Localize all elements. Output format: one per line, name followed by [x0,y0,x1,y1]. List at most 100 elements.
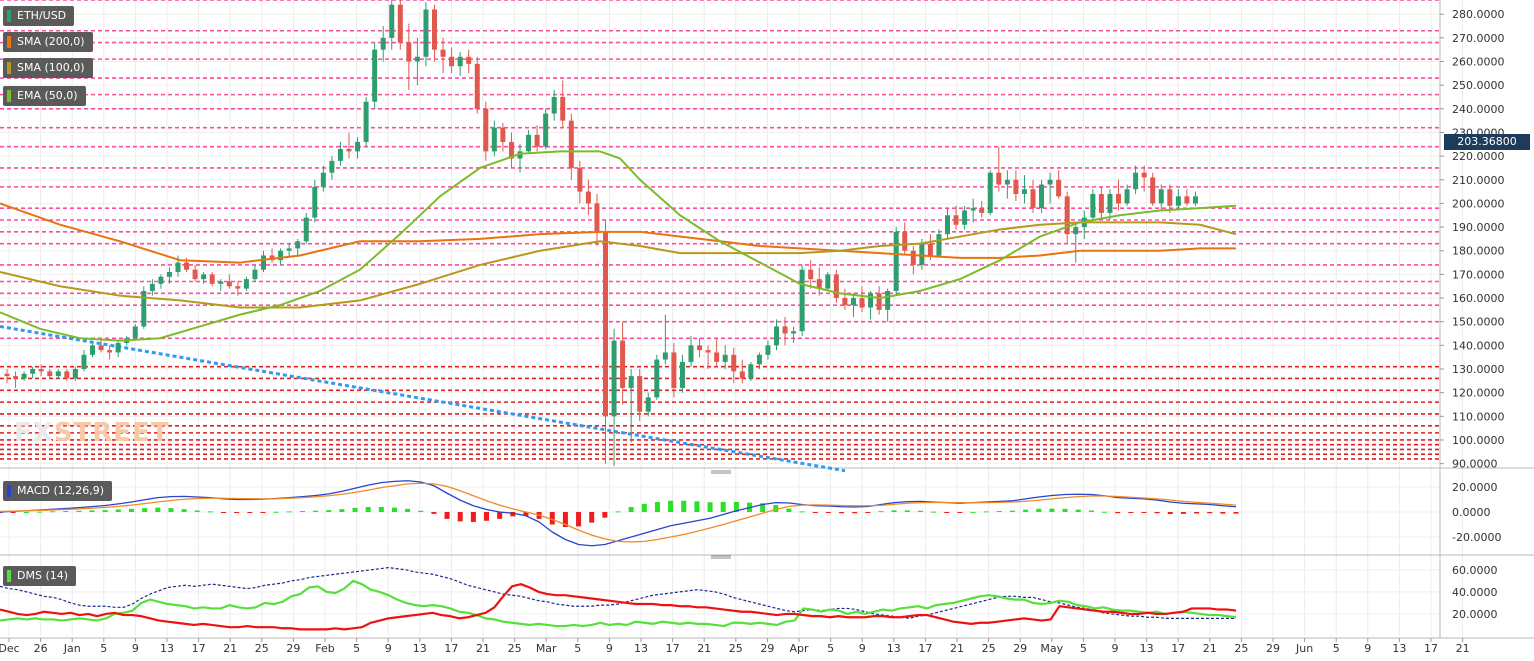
x-tick-label-13: 13 [413,642,427,655]
candle-body-43 [372,49,378,102]
candle-body-1 [13,376,19,379]
macd-tick-label-0: 20.0000 [1452,481,1498,494]
candle-body-118 [1013,179,1019,194]
x-tick-label-32: 29 [1013,642,1027,655]
x-tick-label-42: 5 [1333,642,1340,655]
candle-body-33 [286,248,292,251]
x-tick-label-4: 9 [132,642,139,655]
sma100-line [0,221,1237,309]
x-tick-label-0: Dec [0,642,20,655]
macd-hist-bar-88 [1154,512,1160,514]
x-tick-label-24: 29 [760,642,774,655]
candle-body-76 [654,359,660,398]
candle-body-3 [30,369,36,374]
x-tick-label-19: 9 [606,642,613,655]
macd-hist-bar-4 [50,511,56,513]
x-tick-label-28: 13 [887,642,901,655]
candle-body-54 [466,56,472,64]
candle-body-18 [158,276,164,284]
x-tick-label-38: 21 [1203,642,1217,655]
candle-body-28 [243,279,249,289]
candle-body-39 [337,149,343,161]
macd-hist-bar-18 [234,512,240,513]
x-tick-label-11: 5 [353,642,360,655]
x-tick-label-40: 29 [1266,642,1280,655]
candle-body-91 [782,326,788,334]
candle-body-93 [799,269,805,332]
macd-label[interactable]: MACD (12,26,9) [3,481,113,501]
macd-hist-bar-16 [207,511,213,513]
price-tick-label-10: 180.0000 [1452,245,1505,258]
macd-hist-bar-6 [76,510,82,512]
dms-label[interactable]: DMS (14) [3,566,77,586]
fxstreet-watermark: FXSTREET [14,418,170,448]
candle-body-37 [320,172,326,187]
candle-body-100 [859,298,865,308]
x-tick-label-39: 25 [1234,642,1248,655]
candle-body-56 [483,108,489,152]
candle-body-24 [209,274,215,284]
macd-hist-bar-32 [418,510,424,512]
macd-hist-bar-66 [865,512,871,513]
candle-body-41 [355,141,361,152]
candlesticks [4,0,1198,466]
macd-hist-bar-67 [878,511,884,513]
x-tick-label-34: 5 [1080,642,1087,655]
candle-body-97 [833,274,839,299]
macd-line [0,480,1237,547]
macd-hist-bar-26 [339,509,345,512]
sma100-label[interactable]: SMA (100,0) [3,58,93,78]
macd-hist-bar-62 [812,512,818,513]
macd-hist-bar-21 [273,511,279,513]
x-tick-label-5: 13 [160,642,174,655]
symbol-label[interactable]: ETH/USD [3,6,75,26]
candle-body-11 [98,345,104,351]
x-tick-label-33: May [1040,642,1063,655]
macd-hist-bar-54 [707,502,713,512]
macd-hist-bar-38 [497,512,503,519]
x-tick-label-23: 25 [729,642,743,655]
candle-body-108 [927,243,933,256]
ema50-label[interactable]: EMA (50,0) [3,86,86,106]
macd-hist-bar-63 [825,512,831,513]
macd-hist-bar-33 [431,512,437,514]
macd-hist-bar-12 [155,507,161,512]
macd-hist-bar-36 [470,512,476,522]
macd-hist-bar-80 [1049,508,1055,512]
candle-body-125 [1073,227,1079,235]
candle-body-133 [1141,172,1147,178]
candle-body-104 [893,231,899,291]
macd-hist-bar-35 [457,512,463,522]
candle-body-10 [90,345,95,355]
candle-body-47 [406,42,412,62]
x-tick-label-9: 29 [286,642,300,655]
candle-body-119 [1021,189,1027,194]
macd-hist-bar-46 [602,512,608,518]
candle-body-55 [474,63,480,109]
x-tick-label-36: 13 [1140,642,1154,655]
macd-hist-bar-25 [326,510,332,512]
candle-body-77 [662,352,668,360]
candle-body-122 [1047,179,1053,185]
macd-hist-bar-40 [523,512,529,516]
macd-hist-bar-61 [799,511,805,513]
candle-body-15 [132,326,138,339]
candle-body-42 [363,101,369,142]
candle-body-53 [457,56,463,67]
candle-body-101 [868,293,874,308]
candle-body-4 [38,369,44,372]
candle-body-8 [72,369,78,379]
candle-body-65 [560,96,566,121]
candle-body-9 [81,354,87,370]
candle-body-74 [637,376,643,412]
candle-body-110 [945,215,950,235]
candle-body-136 [1167,189,1173,206]
candle-body-66 [568,120,574,168]
macd-hist-bar-53 [694,501,700,512]
sma200-label[interactable]: SMA (200,0) [3,32,93,52]
candle-body-70 [603,231,608,417]
x-tick-label-18: 5 [574,642,581,655]
macd-hist-bar-87 [1141,512,1147,513]
price-tick-label-1: 270.0000 [1452,32,1505,45]
macd-hist-bar-23 [299,511,305,512]
